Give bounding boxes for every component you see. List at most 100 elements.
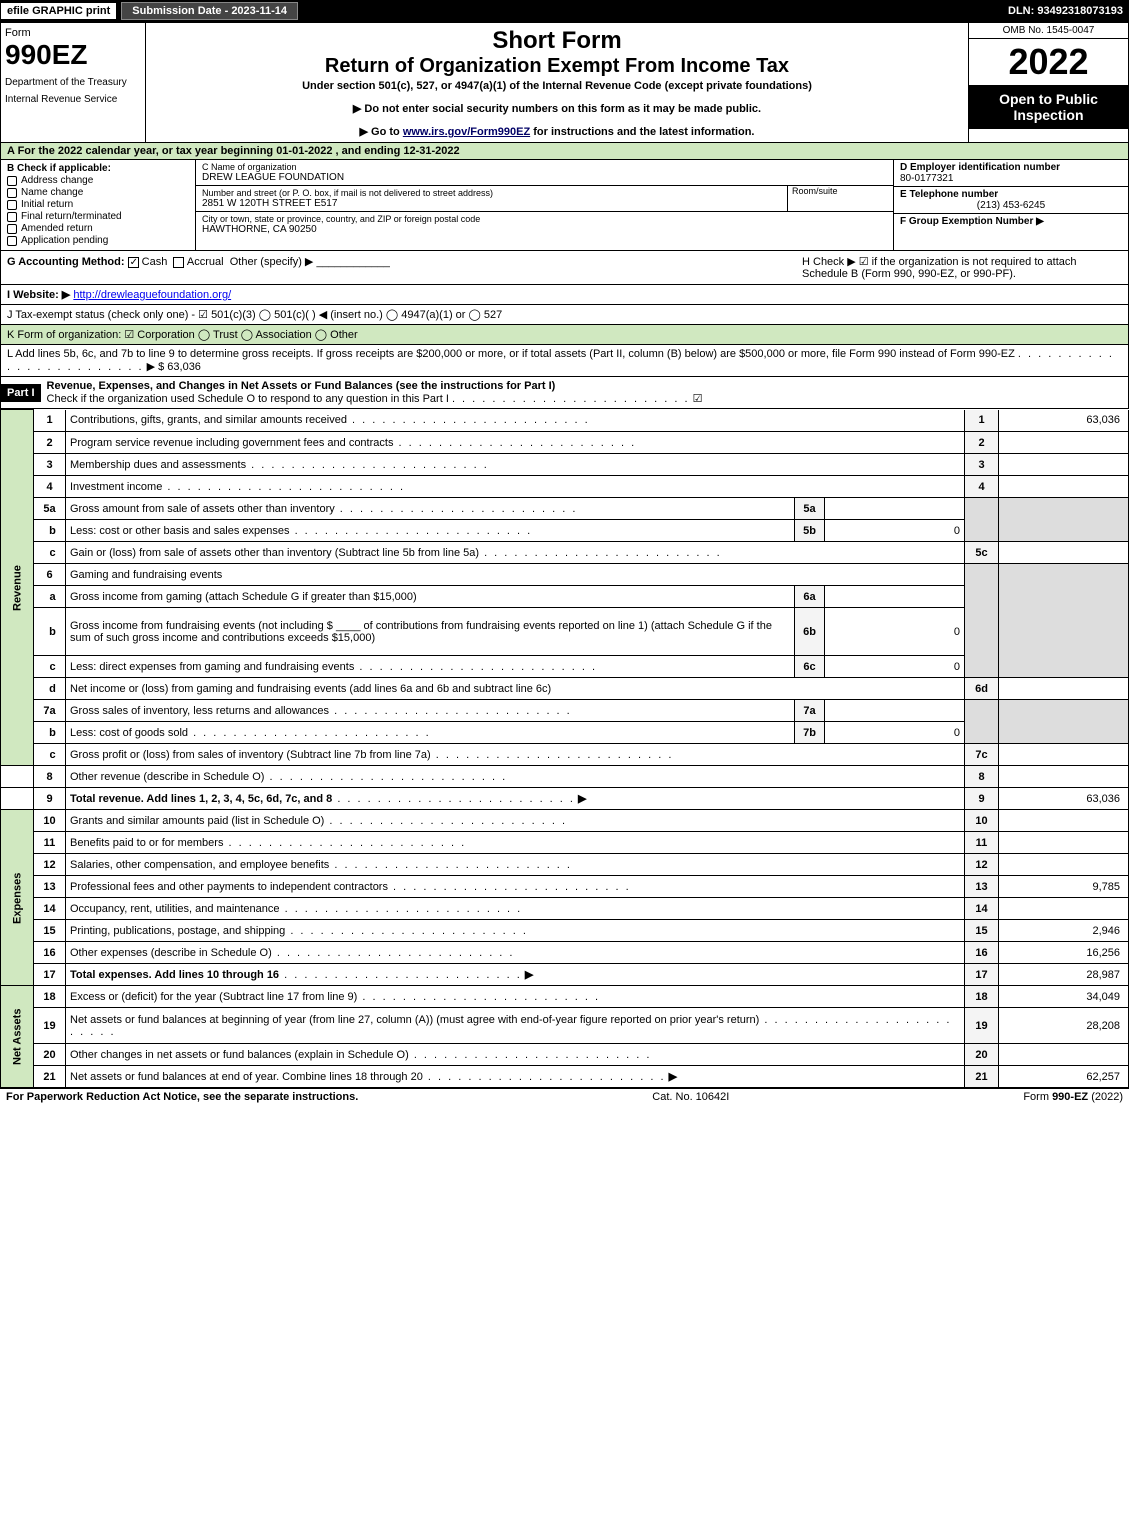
line-5b-ibox: 5b [795, 520, 825, 542]
form-subtitle: Under section 501(c), 527, or 4947(a)(1)… [150, 80, 964, 92]
line-6d-amt [999, 678, 1129, 700]
chk-application-pending[interactable]: Application pending [7, 235, 189, 246]
grey-7 [965, 700, 999, 744]
grey-5 [965, 498, 999, 542]
line-6a-iamt [825, 586, 965, 608]
line-9-box: 9 [965, 788, 999, 810]
chk-address-change[interactable]: Address change [7, 175, 189, 186]
line-5b-num: b [34, 520, 66, 542]
chk-accrual[interactable] [173, 257, 184, 268]
line-7c-box: 7c [965, 744, 999, 766]
form-title: Return of Organization Exempt From Incom… [150, 55, 964, 78]
line-7a-iamt [825, 700, 965, 722]
line-21-amt: 62,257 [999, 1066, 1129, 1088]
section-i: I Website: ▶ http://drewleaguefoundation… [0, 285, 1129, 305]
line-20-num: 20 [34, 1044, 66, 1066]
line-6b-desc1: Gross income from fundraising events (no… [70, 620, 333, 632]
line-1-desc: Contributions, gifts, grants, and simila… [70, 414, 347, 426]
line-4-amt [999, 476, 1129, 498]
line-5b-desc: Less: cost or other basis and sales expe… [70, 525, 290, 537]
irs-link[interactable]: www.irs.gov/Form990EZ [403, 126, 530, 138]
chk-name-change[interactable]: Name change [7, 187, 189, 198]
section-l: L Add lines 5b, 6c, and 7b to line 9 to … [0, 345, 1129, 377]
line-21-box: 21 [965, 1066, 999, 1088]
accrual-label: Accrual [187, 256, 224, 268]
line-7a-ibox: 7a [795, 700, 825, 722]
line-2-amt [999, 432, 1129, 454]
line-18-desc: Excess or (deficit) for the year (Subtra… [70, 991, 357, 1003]
form-header: Form 990EZ Department of the Treasury In… [0, 22, 1129, 143]
line-6d-desc: Net income or (loss) from gaming and fun… [66, 678, 965, 700]
line-2-desc: Program service revenue including govern… [70, 437, 393, 449]
chk-cash[interactable] [128, 257, 139, 268]
line-15-desc: Printing, publications, postage, and shi… [70, 925, 285, 937]
goto-post: for instructions and the latest informat… [530, 126, 754, 138]
line-5a-num: 5a [34, 498, 66, 520]
irs-label: Internal Revenue Service [5, 94, 141, 105]
open-inspection: Open to Public Inspection [969, 85, 1128, 129]
e-phone-value: (213) 453-6245 [900, 200, 1122, 211]
line-3-amt [999, 454, 1129, 476]
part-1-header: Part I Revenue, Expenses, and Changes in… [0, 377, 1129, 409]
section-b-checkboxes: B Check if applicable: Address change Na… [1, 160, 196, 250]
line-9-amt: 63,036 [999, 788, 1129, 810]
section-g-h: G Accounting Method: Cash Accrual Other … [0, 251, 1129, 285]
line-3-desc: Membership dues and assessments [70, 459, 246, 471]
header-left: Form 990EZ Department of the Treasury In… [1, 23, 146, 142]
line-9-desc: Total revenue. Add lines 1, 2, 3, 4, 5c,… [70, 793, 332, 805]
line-20-box: 20 [965, 1044, 999, 1066]
line-12-num: 12 [34, 854, 66, 876]
sidebar-revenue: Revenue [1, 410, 34, 766]
line-10-amt [999, 810, 1129, 832]
dln: DLN: 93492318073193 [1008, 5, 1129, 17]
line-1-num: 1 [34, 410, 66, 432]
section-b: B Check if applicable: Address change Na… [0, 160, 1129, 251]
line-10-num: 10 [34, 810, 66, 832]
line-8-num: 8 [34, 766, 66, 788]
chk-final-return[interactable]: Final return/terminated [7, 211, 189, 222]
line-2-box: 2 [965, 432, 999, 454]
tax-year: 2022 [969, 39, 1128, 85]
efile-print-button[interactable]: efile GRAPHIC print [0, 2, 117, 20]
line-8-desc: Other revenue (describe in Schedule O) [70, 771, 264, 783]
line-6-desc: Gaming and fundraising events [66, 564, 965, 586]
grey-6-amt [999, 564, 1129, 678]
line-13-amt: 9,785 [999, 876, 1129, 898]
line-15-amt: 2,946 [999, 920, 1129, 942]
line-21-num: 21 [34, 1066, 66, 1088]
chk-amended-return[interactable]: Amended return [7, 223, 189, 234]
part-1-check-text: Check if the organization used Schedule … [47, 393, 449, 405]
website-link[interactable]: http://drewleaguefoundation.org/ [73, 289, 231, 301]
line-5b-iamt: 0 [825, 520, 965, 542]
dept-treasury: Department of the Treasury [5, 77, 141, 88]
line-7c-amt [999, 744, 1129, 766]
form-label: Form [5, 27, 141, 39]
line-5c-num: c [34, 542, 66, 564]
d-ein-value: 80-0177321 [900, 173, 1122, 184]
section-j: J Tax-exempt status (check only one) - ☑… [0, 305, 1129, 325]
line-2-num: 2 [34, 432, 66, 454]
line-5c-desc: Gain or (loss) from sale of assets other… [70, 547, 479, 559]
line-20-desc: Other changes in net assets or fund bala… [70, 1049, 409, 1061]
chk-initial-return[interactable]: Initial return [7, 199, 189, 210]
line-15-box: 15 [965, 920, 999, 942]
line-13-num: 13 [34, 876, 66, 898]
footer-right: Form 990-EZ (2022) [1023, 1091, 1123, 1103]
line-17-desc: Total expenses. Add lines 10 through 16 [70, 969, 279, 981]
line-14-box: 14 [965, 898, 999, 920]
city-value: HAWTHORNE, CA 90250 [202, 224, 887, 235]
line-5c-amt [999, 542, 1129, 564]
line-14-desc: Occupancy, rent, utilities, and maintena… [70, 903, 280, 915]
goto-pre: ▶ Go to [360, 126, 403, 138]
l-amount: ▶ $ 63,036 [147, 361, 201, 373]
line-8-box: 8 [965, 766, 999, 788]
footer-left: For Paperwork Reduction Act Notice, see … [6, 1091, 358, 1103]
line-19-amt: 28,208 [999, 1008, 1129, 1044]
line-5a-ibox: 5a [795, 498, 825, 520]
i-label: I Website: ▶ [7, 289, 70, 301]
line-11-num: 11 [34, 832, 66, 854]
sidebar-net-assets: Net Assets [1, 986, 34, 1088]
line-13-box: 13 [965, 876, 999, 898]
row-a-tax-year: A For the 2022 calendar year, or tax yea… [0, 143, 1129, 160]
line-6a-num: a [34, 586, 66, 608]
